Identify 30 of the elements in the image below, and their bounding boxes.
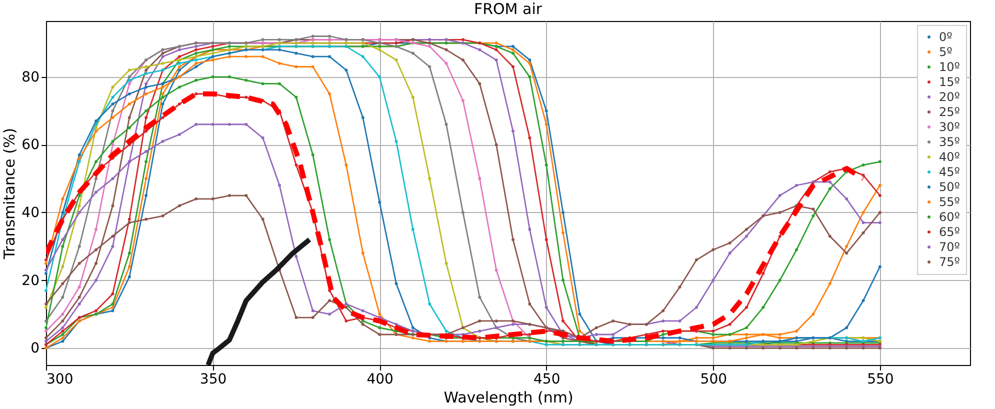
legend-label: 20º <box>939 90 960 104</box>
y-tick-label: 80 <box>22 69 40 86</box>
legend-label: 65º <box>939 225 960 239</box>
legend-label: 25º <box>939 105 960 119</box>
legend-label: 60º <box>939 210 960 224</box>
legend-label: 75º <box>939 255 960 269</box>
legend-label: 40º <box>939 150 960 164</box>
x-tick-label: 300 <box>46 372 74 388</box>
y-tick-label: 20 <box>22 272 40 289</box>
x-tick-label: 450 <box>533 372 560 388</box>
legend-label: 10º <box>939 60 960 74</box>
legend-label: 50º <box>939 180 960 194</box>
y-tick-label: 0 <box>30 340 40 357</box>
legend-label: 15º <box>939 75 960 89</box>
legend-label: 30º <box>939 120 960 134</box>
y-axis-title: Transmitance (%) <box>0 128 19 260</box>
legend-label: 70º <box>939 240 960 254</box>
chart-title: FROM air <box>474 0 543 18</box>
legend-label: 5º <box>939 45 953 59</box>
x-tick-label: 400 <box>366 372 394 388</box>
x-tick-label: 500 <box>700 372 728 388</box>
x-tick-label: 350 <box>200 372 227 388</box>
x-axis-title: Wavelength (nm) <box>444 388 574 406</box>
y-tick-label: 40 <box>22 204 40 221</box>
x-tick-label: 550 <box>867 372 894 388</box>
y-tick-label: 60 <box>22 137 40 154</box>
legend-label: 45º <box>939 165 960 179</box>
legend-label: 55º <box>939 195 960 209</box>
legend-label: 35º <box>939 135 960 149</box>
legend-label: 0º <box>939 30 953 44</box>
